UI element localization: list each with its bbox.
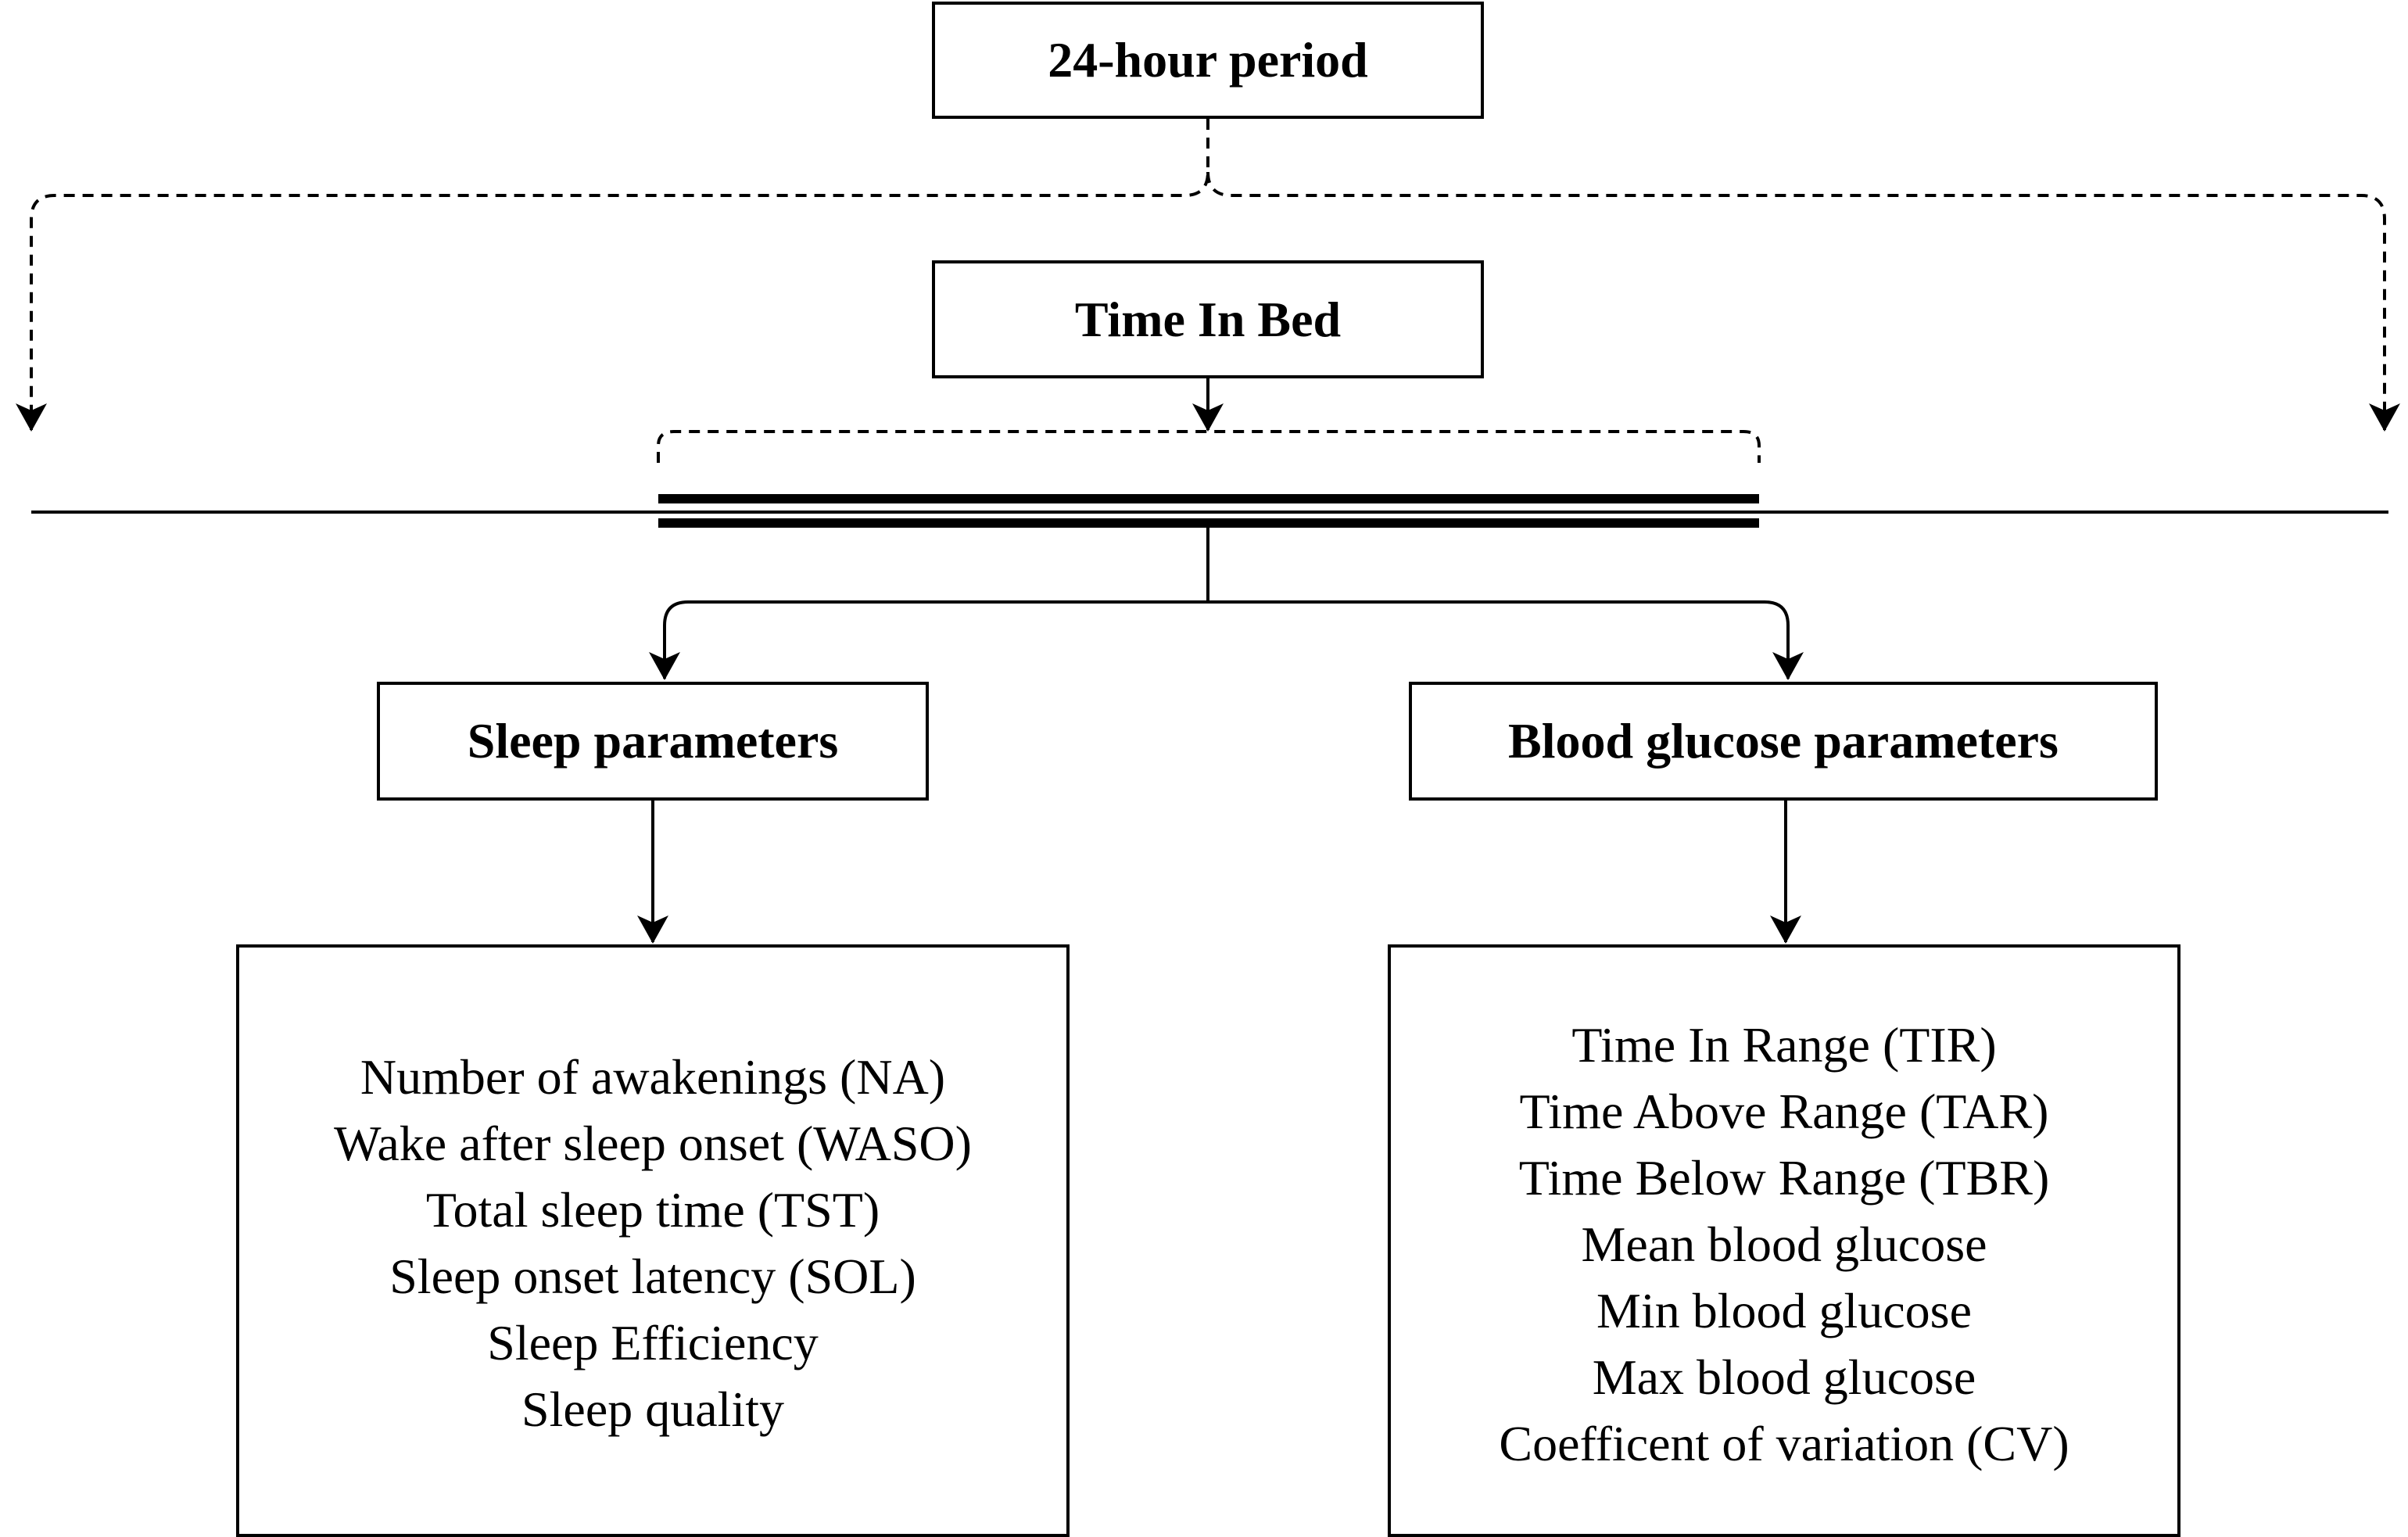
time-in-bed-label: Time In Bed [1074, 291, 1342, 347]
split-left [649, 600, 1208, 680]
list-item: Time Below Range (TBR) [1518, 1149, 2050, 1206]
list-item: Min blood glucose [1596, 1282, 1972, 1338]
list-item: Coefficent of variation (CV) [1499, 1415, 2069, 1471]
list-item: Total sleep time (TST) [425, 1182, 880, 1238]
list-item: Number of awakenings (NA) [360, 1049, 946, 1105]
bed-period-bar-bottom [658, 518, 1759, 528]
bed-period-bar-top [658, 494, 1759, 503]
24-hour-period-box: 24-hour period [932, 2, 1484, 119]
list-item: Sleep onset latency (SOL) [389, 1249, 916, 1304]
list-item: Sleep quality [521, 1381, 784, 1437]
full-day-bracket-right [1206, 171, 2400, 432]
full-day-bracket [16, 119, 1209, 432]
list-item: Max blood glucose [1592, 1349, 1976, 1405]
sleep-parameters-label: Sleep parameters [467, 713, 839, 768]
blood-glucose-parameters-box: Blood glucose parameters [1409, 682, 2158, 801]
sleep-parameters-box: Sleep parameters [377, 682, 929, 801]
list-item: Time Above Range (TAR) [1519, 1083, 2049, 1139]
blood-glucose-parameters-list: Time In Range (TIR) Time Above Range (TA… [1388, 944, 2180, 1537]
blood-glucose-parameters-label: Blood glucose parameters [1508, 713, 2059, 768]
24-hour-period-label: 24-hour period [1048, 32, 1368, 88]
list-item: Wake after sleep onset (WASO) [334, 1116, 972, 1171]
split-right [1208, 600, 1804, 680]
bed-bracket [657, 430, 1761, 463]
list-item: Mean blood glucose [1581, 1216, 1987, 1272]
sleep-parameters-list: Number of awakenings (NA) Wake after sle… [236, 944, 1070, 1537]
list-item: Time In Range (TIR) [1571, 1016, 1997, 1073]
time-in-bed-box: Time In Bed [932, 260, 1484, 378]
list-item: Sleep Efficiency [487, 1315, 819, 1370]
